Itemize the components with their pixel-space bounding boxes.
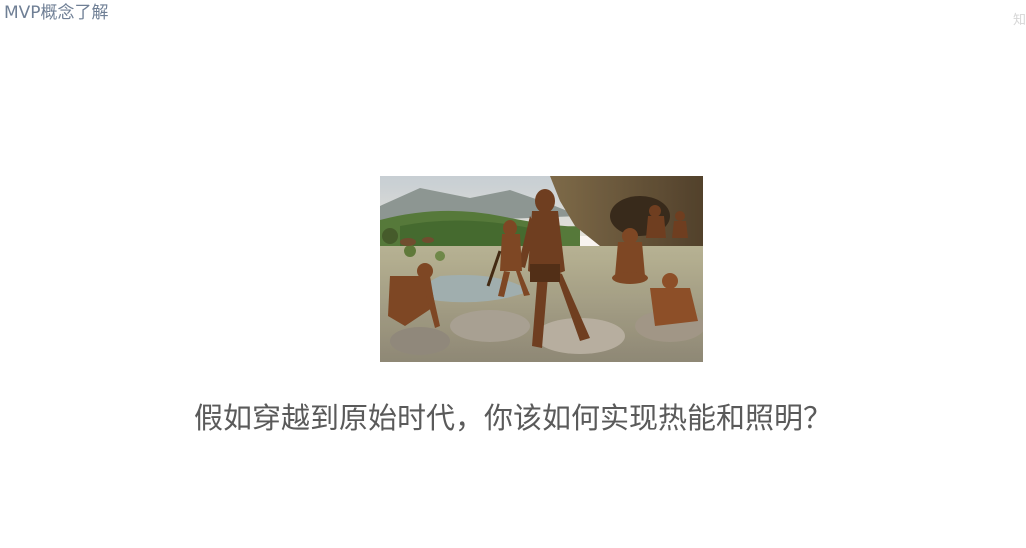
sitting-figure-right bbox=[612, 228, 648, 284]
crouching-figure-right bbox=[650, 273, 698, 326]
corner-watermark: 知 bbox=[1012, 13, 1026, 28]
slide-question: 假如穿越到原始时代，你该如何实现热能和照明？ bbox=[193, 401, 832, 435]
figure-with-club bbox=[498, 220, 530, 297]
crouching-figure-left bbox=[388, 263, 440, 328]
prehistoric-humans-illustration bbox=[380, 176, 703, 362]
standing-figure bbox=[518, 189, 590, 348]
deck-title: MVP概念了解 bbox=[4, 3, 109, 23]
